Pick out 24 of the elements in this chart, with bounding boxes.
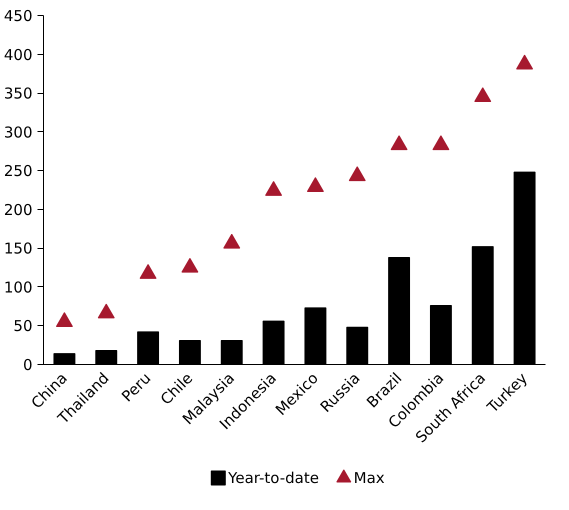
- y-tick-label: 250: [4, 162, 33, 180]
- point: [306, 177, 324, 192]
- y-tick-label: 0: [22, 356, 33, 374]
- y-tick-label: 400: [4, 46, 33, 64]
- legend-label: Max: [354, 469, 385, 487]
- y-tick-label: 50: [13, 317, 33, 336]
- point: [181, 258, 198, 273]
- point: [390, 135, 408, 150]
- point: [348, 166, 366, 182]
- point: [140, 264, 157, 279]
- y-tick-label: 300: [4, 123, 33, 142]
- y-tick-label: 450: [4, 7, 33, 25]
- y-tick-label: 150: [4, 240, 33, 258]
- y-tick-label: 350: [4, 84, 33, 103]
- point: [98, 304, 115, 318]
- point: [432, 135, 450, 150]
- point: [474, 87, 492, 102]
- point: [516, 54, 534, 70]
- point: [265, 181, 282, 196]
- point: [223, 234, 240, 249]
- point: [56, 312, 73, 327]
- y-tick-label: 200: [4, 200, 33, 219]
- y-tick-label: 100: [4, 278, 33, 296]
- legend-label: Year-to-date: [227, 469, 319, 487]
